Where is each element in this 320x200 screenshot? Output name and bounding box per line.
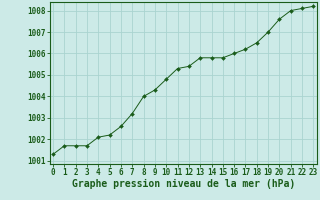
X-axis label: Graphe pression niveau de la mer (hPa): Graphe pression niveau de la mer (hPa) <box>72 179 295 189</box>
